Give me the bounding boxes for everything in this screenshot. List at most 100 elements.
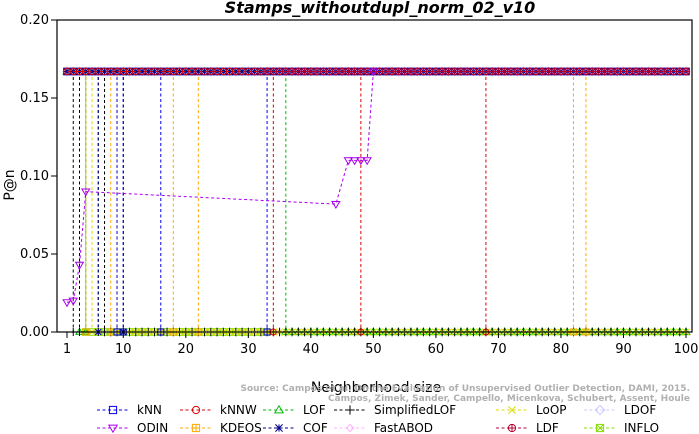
legend-label: LDF bbox=[536, 421, 559, 434]
data-point bbox=[463, 67, 471, 76]
data-point bbox=[594, 404, 606, 416]
marker-triangle-down bbox=[362, 157, 372, 166]
data-point bbox=[482, 67, 490, 76]
data-point bbox=[507, 423, 517, 433]
data-point bbox=[657, 67, 665, 76]
data-point bbox=[575, 67, 584, 76]
data-point bbox=[432, 67, 440, 76]
x-axis-label: Neighborhood size bbox=[311, 380, 441, 396]
marker-triangle-down bbox=[80, 188, 91, 197]
series-loop bbox=[63, 67, 690, 336]
legend-entry-knnw: kNNW bbox=[180, 403, 257, 417]
data-point bbox=[494, 67, 503, 76]
series-line bbox=[67, 70, 686, 333]
legend-entry-ldf: LDF bbox=[496, 421, 559, 434]
marker-triangle-down bbox=[343, 157, 354, 166]
marker-circle bbox=[191, 405, 201, 415]
x-tick-label: 1 bbox=[63, 342, 71, 357]
data-point bbox=[625, 67, 634, 76]
data-point bbox=[669, 67, 678, 76]
data-point bbox=[300, 67, 309, 76]
data-point bbox=[74, 261, 85, 270]
data-point bbox=[525, 67, 534, 76]
y-tick-label: 0.15 bbox=[20, 91, 49, 106]
credit-line-2: Campos, Zimek, Sander, Campello, Micenko… bbox=[328, 394, 690, 404]
legend-label: FastABOD bbox=[374, 421, 433, 434]
credit-line-1: Source: Campos et al. On the Evaluation … bbox=[240, 384, 690, 394]
data-point bbox=[108, 405, 118, 415]
chart-series-group bbox=[61, 66, 692, 337]
data-point bbox=[544, 67, 553, 76]
data-point bbox=[282, 67, 290, 76]
legend-entry-odin: ODIN bbox=[97, 421, 168, 434]
marker-diamond bbox=[594, 404, 606, 416]
marker-triangle-down bbox=[68, 297, 79, 306]
y-tick-label: 0.00 bbox=[20, 325, 49, 340]
data-point bbox=[319, 67, 328, 76]
legend-entry-ldof: LDOF bbox=[584, 403, 656, 417]
data-point bbox=[450, 67, 459, 76]
data-point bbox=[357, 67, 365, 76]
data-point bbox=[368, 68, 379, 77]
series-kdeos bbox=[63, 67, 690, 336]
x-tick-label: 80 bbox=[553, 342, 570, 357]
data-point bbox=[644, 67, 653, 76]
data-point bbox=[619, 67, 628, 76]
data-point bbox=[349, 157, 360, 166]
data-point bbox=[438, 67, 446, 76]
marker-triangle-down bbox=[107, 424, 119, 434]
data-point bbox=[356, 157, 366, 166]
data-point bbox=[632, 67, 640, 76]
y-tick-label: 0.10 bbox=[20, 169, 49, 184]
data-point bbox=[500, 67, 509, 76]
legend-entry-knn: kNN bbox=[97, 403, 162, 417]
legend-label: SimplifiedLOF bbox=[374, 403, 456, 417]
legend-entry-kdeos: KDEOS bbox=[180, 421, 262, 434]
series-line bbox=[67, 70, 686, 333]
marker-x-b bbox=[596, 424, 604, 432]
data-point bbox=[675, 67, 684, 76]
marker-triangle-down bbox=[349, 157, 360, 166]
x-tick-label: 50 bbox=[365, 342, 382, 357]
legend-entry-inflo: INFLO bbox=[584, 421, 659, 434]
data-point bbox=[294, 67, 303, 76]
chart-legend: kNN kNNW LOF SimplifiedLOF LoOP LDOF ODIN KDEOS… bbox=[97, 403, 659, 434]
data-point bbox=[313, 67, 321, 76]
data-point bbox=[331, 200, 341, 209]
data-point bbox=[600, 67, 609, 76]
legend-label: kNN bbox=[137, 403, 162, 417]
series-cof bbox=[63, 67, 690, 336]
data-point bbox=[80, 188, 91, 197]
legend-label: kNNW bbox=[220, 403, 257, 417]
legend-label: KDEOS bbox=[220, 421, 262, 434]
marker-triangle-down bbox=[368, 68, 379, 77]
legend-entry-cof: COF bbox=[263, 421, 328, 434]
marker-triangle-down bbox=[62, 299, 72, 308]
data-point bbox=[263, 67, 271, 76]
x-tick-label: 100 bbox=[674, 342, 699, 357]
data-point bbox=[650, 67, 659, 76]
series-ldf bbox=[263, 67, 690, 76]
data-point bbox=[557, 67, 565, 76]
legend-label: COF bbox=[303, 421, 328, 434]
y-axis-label: P@n bbox=[2, 169, 18, 200]
data-point bbox=[513, 67, 521, 76]
legend-label: LOF bbox=[303, 403, 326, 417]
data-point bbox=[425, 67, 434, 76]
data-point bbox=[275, 424, 283, 432]
data-point bbox=[532, 67, 540, 76]
data-point bbox=[475, 67, 484, 76]
x-tick-label: 10 bbox=[115, 342, 132, 357]
data-point bbox=[519, 67, 528, 76]
data-point bbox=[394, 67, 403, 76]
series-inflo bbox=[63, 67, 271, 336]
data-point bbox=[62, 299, 72, 308]
data-point bbox=[382, 67, 390, 76]
marker-triangle-down bbox=[331, 200, 341, 209]
marker-triangle-down bbox=[356, 157, 366, 166]
legend-entry-simplifiedlof: SimplifiedLOF bbox=[334, 403, 456, 417]
data-point bbox=[588, 67, 597, 76]
series-odin bbox=[62, 68, 379, 308]
series-line bbox=[67, 70, 268, 333]
